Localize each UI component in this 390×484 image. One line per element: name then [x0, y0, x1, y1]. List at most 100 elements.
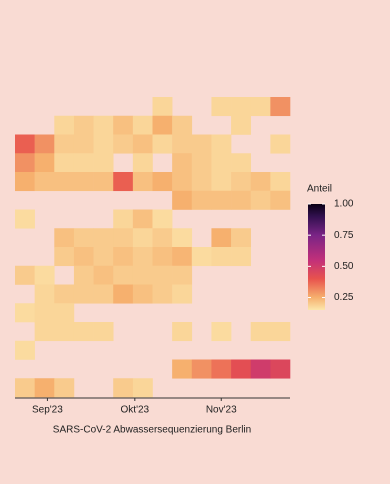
heatmap-cell	[231, 97, 252, 117]
heatmap-cell	[73, 265, 94, 285]
heatmap-cell	[211, 172, 232, 192]
heatmap-cell	[231, 228, 252, 248]
heatmap-cell	[132, 209, 153, 229]
heatmap-cell	[113, 115, 134, 135]
heatmap-cell	[15, 172, 35, 192]
heatmap-cell	[270, 190, 291, 210]
heatmap-cell	[34, 378, 55, 398]
colorbar-tick-label: 0.25	[334, 292, 354, 303]
heatmap-cell	[113, 228, 134, 248]
heatmap-cell	[270, 97, 291, 117]
heatmap-cell	[211, 247, 232, 267]
heatmap-cell	[172, 172, 193, 192]
heatmap-cell	[113, 378, 134, 398]
heatmap-cell	[211, 322, 232, 342]
heatmap-cell	[113, 265, 134, 285]
heatmap-cell	[15, 134, 35, 154]
heatmap-cell	[15, 153, 35, 173]
heatmap-cell	[172, 190, 193, 210]
heatmap-cell	[15, 378, 35, 398]
heatmap-cell	[113, 134, 134, 154]
x-tick-label: Nov'23	[206, 405, 237, 416]
heatmap-cell	[231, 153, 252, 173]
heatmap-cell	[132, 115, 153, 135]
heatmap-cell	[250, 97, 271, 117]
heatmap-cell	[172, 322, 193, 342]
heatmap-cell	[152, 247, 173, 267]
heatmap-cell	[152, 265, 173, 285]
heatmap-cell	[132, 284, 153, 304]
heatmap-cell	[231, 190, 252, 210]
heatmap-cell	[172, 247, 193, 267]
heatmap-cell	[73, 247, 94, 267]
heatmap-cell	[211, 228, 232, 248]
heatmap-cell	[191, 190, 212, 210]
heatmap-cell	[191, 134, 212, 154]
heatmap-cell	[191, 359, 212, 379]
heatmap-cell	[231, 359, 252, 379]
heatmap-cell	[34, 265, 55, 285]
heatmap-cell	[113, 284, 134, 304]
heatmap-cell	[15, 209, 35, 229]
heatmap-cell	[113, 209, 134, 229]
heatmap-cell	[15, 303, 35, 323]
heatmap-cell	[191, 172, 212, 192]
heatmap-cell	[152, 97, 173, 117]
heatmap-cell	[34, 134, 55, 154]
heatmap-cell	[211, 190, 232, 210]
heatmap-cell	[172, 153, 193, 173]
heatmap-cell	[113, 172, 134, 192]
heatmap-cell	[152, 284, 173, 304]
heatmap-cell	[211, 359, 232, 379]
heatmap-cell	[152, 115, 173, 135]
heatmap-cell	[73, 284, 94, 304]
heatmap-cell	[250, 190, 271, 210]
heatmap-cell	[172, 228, 193, 248]
colorbar-tick-label: 0.50	[334, 261, 354, 272]
heatmap-cell	[270, 359, 291, 379]
heatmap-cell	[172, 134, 193, 154]
colorbar-tick-label: 0.75	[334, 230, 354, 241]
heatmap-cell	[54, 284, 75, 304]
heatmap-cell	[15, 265, 35, 285]
heatmap-cell	[54, 247, 75, 267]
heatmap-cell	[250, 172, 271, 192]
heatmap-cell	[93, 228, 114, 248]
heatmap-cell	[54, 322, 75, 342]
heatmap-cell	[152, 172, 173, 192]
heatmap-cell	[93, 172, 114, 192]
heatmap-cell	[54, 172, 75, 192]
heatmap-cell	[34, 172, 55, 192]
heatmap-cell	[231, 247, 252, 267]
heatmap-cell	[34, 284, 55, 304]
heatmap-cell	[270, 134, 291, 154]
heatmap-cell	[93, 115, 114, 135]
heatmap-cell	[73, 172, 94, 192]
heatmap-cell	[73, 134, 94, 154]
heatmap-cell	[132, 228, 153, 248]
heatmap-cell	[73, 153, 94, 173]
heatmap-cell	[132, 247, 153, 267]
heatmap-cell	[270, 172, 291, 192]
heatmap-cell	[211, 134, 232, 154]
x-tick-label: Okt'23	[121, 405, 150, 416]
heatmap-cell	[172, 284, 193, 304]
heatmap-cell	[15, 340, 35, 360]
heatmap-cell	[54, 153, 75, 173]
heatmap-cell	[231, 115, 252, 135]
heatmap-cell	[250, 322, 271, 342]
heatmap-cell	[73, 228, 94, 248]
heatmap-cell	[93, 322, 114, 342]
heatmap-cell	[54, 115, 75, 135]
heatmap-cell	[54, 378, 75, 398]
heatmap-cell	[132, 378, 153, 398]
x-tick-label: Sep'23	[32, 405, 63, 416]
heatmap-cell	[211, 97, 232, 117]
colorbar-tick-label: 1.00	[334, 199, 354, 210]
heatmap-cell	[34, 303, 55, 323]
heatmap-cell	[54, 303, 75, 323]
heatmap-cell	[93, 265, 114, 285]
heatmap-cell	[132, 172, 153, 192]
heatmap-cell	[172, 115, 193, 135]
